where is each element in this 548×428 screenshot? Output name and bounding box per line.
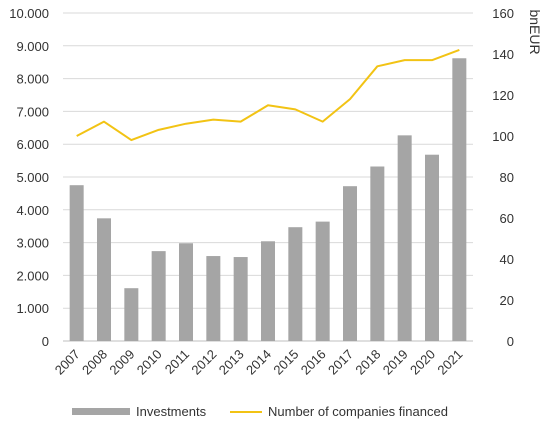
x-tick-label: 2016 xyxy=(298,347,329,378)
bar-investments xyxy=(452,58,467,341)
x-tick-label: 2008 xyxy=(79,347,110,378)
bar-investments xyxy=(206,256,221,341)
x-tick-label: 2021 xyxy=(434,347,465,378)
left-tick-label: 2.000 xyxy=(16,268,49,283)
x-tick-label: 2007 xyxy=(52,347,83,378)
x-tick-label: 2019 xyxy=(380,347,411,378)
line-companies-financed xyxy=(76,48,460,142)
bar-investments xyxy=(288,227,303,341)
legend: Investments Number of companies financed xyxy=(72,404,448,419)
companies-line xyxy=(76,48,460,142)
bar-investments xyxy=(233,257,248,341)
bar-investments xyxy=(69,185,84,341)
x-tick-label: 2017 xyxy=(325,347,356,378)
bar-investments xyxy=(425,154,439,341)
left-tick-label: 10.000 xyxy=(9,6,49,21)
x-tick-label: 2010 xyxy=(134,347,165,378)
left-tick-label: 1.000 xyxy=(16,301,49,316)
bar-investments xyxy=(370,166,385,341)
x-tick-label: 2013 xyxy=(216,347,247,378)
x-tick-label: 2015 xyxy=(270,347,301,378)
right-tick-label: 40 xyxy=(500,252,514,267)
right-axis-title: bnEUR xyxy=(527,9,543,54)
left-tick-label: 4.000 xyxy=(16,203,49,218)
x-tick-label: 2018 xyxy=(352,347,383,378)
bar-investments xyxy=(124,288,139,341)
left-tick-label: 9.000 xyxy=(16,39,49,54)
legend-swatch-investments xyxy=(72,408,130,415)
bar-investments xyxy=(97,218,111,341)
left-tick-label: 5.000 xyxy=(16,170,49,185)
x-axis-ticks: 2007200820092010201120122013201420152016… xyxy=(52,347,466,378)
left-axis-ticks: 0 1.000 2.000 3.000 4.000 5.000 6.000 7.000 8.00… xyxy=(9,6,49,349)
x-tick-label: 2009 xyxy=(106,347,137,378)
left-tick-label: 7.000 xyxy=(16,104,49,119)
right-tick-label: 0 xyxy=(507,334,514,349)
right-tick-label: 120 xyxy=(492,88,514,103)
left-tick-label: 0 xyxy=(42,334,49,349)
left-tick-label: 6.000 xyxy=(16,137,49,152)
x-tick-label: 2014 xyxy=(243,347,274,378)
bar-investments xyxy=(397,135,412,341)
bar-investments xyxy=(179,243,193,341)
x-tick-label: 2011 xyxy=(162,347,192,377)
legend-label-companies: Number of companies financed xyxy=(268,404,448,419)
x-tick-label: 2020 xyxy=(407,347,438,378)
legend-label-investments: Investments xyxy=(136,404,207,419)
right-tick-label: 140 xyxy=(492,47,514,62)
right-tick-label: 60 xyxy=(500,211,514,226)
right-axis-ticks: 0 20 40 60 80 100 120 140 160 xyxy=(492,6,514,349)
right-tick-label: 100 xyxy=(492,129,514,144)
bar-investments xyxy=(343,186,357,341)
x-tick-label: 2012 xyxy=(188,347,219,378)
right-tick-label: 80 xyxy=(500,170,514,185)
left-tick-label: 8.000 xyxy=(16,72,49,87)
left-tick-label: 3.000 xyxy=(16,236,49,251)
bar-investments xyxy=(151,251,166,341)
investments-bars xyxy=(69,58,467,341)
right-tick-label: 20 xyxy=(500,293,514,308)
right-tick-label: 160 xyxy=(492,6,514,21)
bar-investments xyxy=(315,221,330,341)
bar-investments xyxy=(261,241,275,341)
